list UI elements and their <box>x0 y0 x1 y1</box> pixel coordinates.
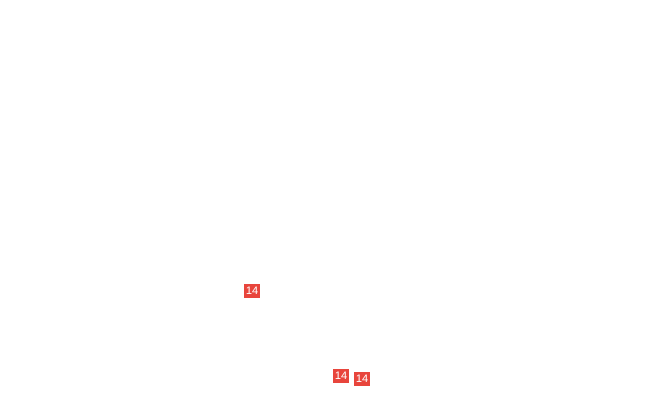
count-badge[interactable]: 14 <box>333 369 349 383</box>
count-badge[interactable]: 14 <box>354 372 370 386</box>
count-badge[interactable]: 14 <box>244 284 260 298</box>
